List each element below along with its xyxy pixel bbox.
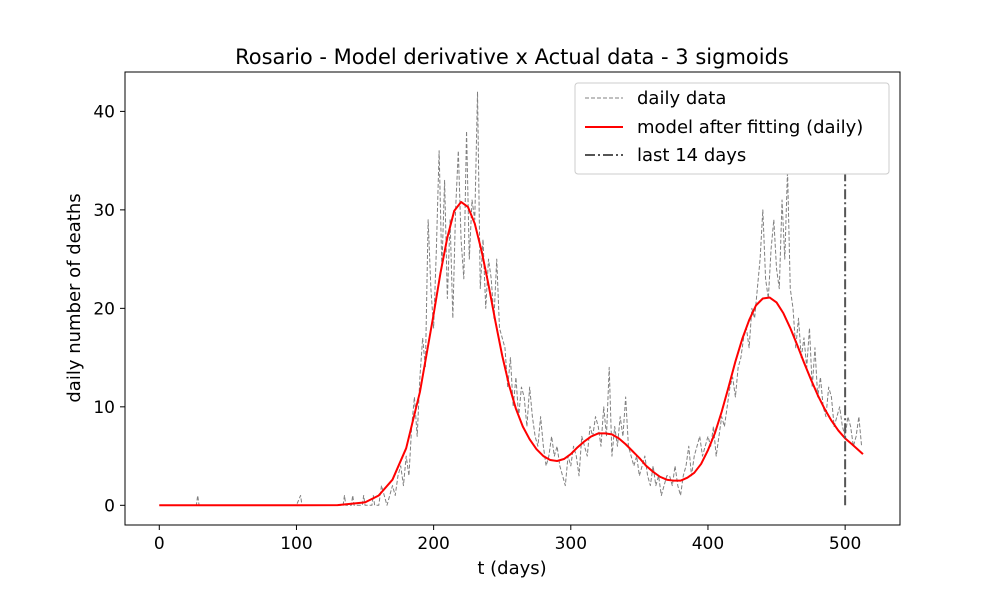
legend-label-last-14-days: last 14 days [637, 145, 746, 166]
y-tick-label: 20 [93, 299, 115, 319]
x-tick-label: 0 [154, 534, 165, 554]
chart-title: Rosario - Model derivative x Actual data… [235, 45, 789, 69]
series-line-daily-data [159, 91, 863, 506]
y-tick-label: 0 [104, 496, 115, 516]
x-tick-label: 100 [280, 534, 312, 554]
y-tick-label: 10 [93, 398, 115, 418]
legend-label-daily-data: daily data [637, 88, 726, 109]
y-tick-label: 30 [93, 201, 115, 221]
legend-box [574, 82, 890, 175]
x-tick-label: 400 [692, 534, 724, 554]
legend-label-model: model after fitting (daily) [637, 117, 863, 138]
series-line-model-after-fitting-daily [159, 200, 864, 507]
x-axis-ticks: 0 100 200 300 400 500 [154, 525, 861, 554]
x-axis-label: t (days) [477, 558, 546, 579]
x-tick-label: 200 [417, 534, 449, 554]
y-axis-ticks: 0 10 20 30 40 [93, 102, 125, 516]
y-axis-label: daily number of deaths [64, 193, 85, 402]
x-tick-label: 500 [829, 534, 861, 554]
legend: daily data model after fitting (daily) l… [574, 82, 890, 175]
plot-frame [124, 71, 901, 526]
y-tick-label: 40 [93, 102, 115, 122]
x-tick-label: 300 [555, 534, 587, 554]
